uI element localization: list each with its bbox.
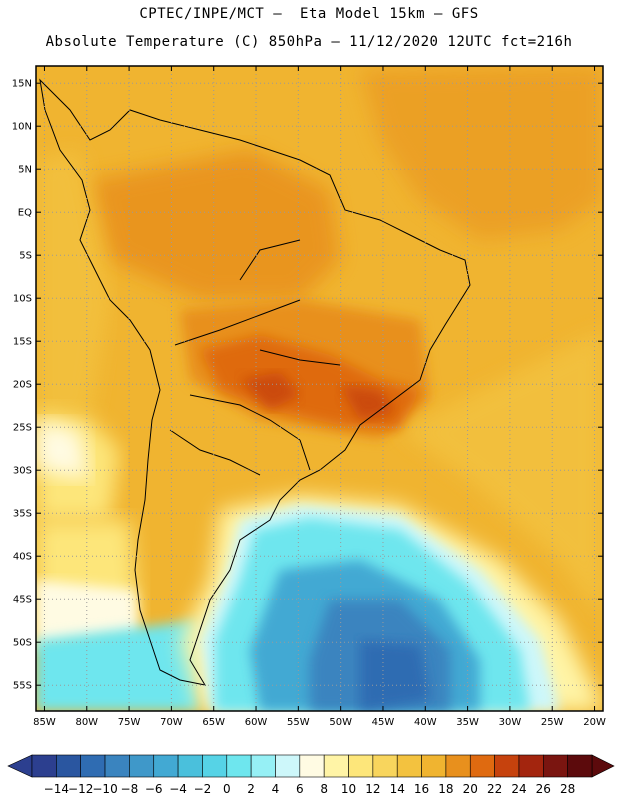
lat-tick-label: EQ <box>18 208 32 219</box>
colorbar-label: 0 <box>223 782 231 796</box>
colorbar-label: 4 <box>272 782 280 796</box>
colorbar-swatch <box>348 754 374 778</box>
lat-tick-label: 15N <box>12 79 32 90</box>
lon-tick-label: 45W <box>372 717 395 728</box>
colorbar-label: 6 <box>296 782 304 796</box>
colorbar-swatch <box>299 754 325 778</box>
lon-tick-label: 60W <box>245 717 268 728</box>
colorbar-label: 18 <box>438 782 453 796</box>
lon-tick-label: 25W <box>541 717 564 728</box>
lat-tick-label: 50S <box>13 638 32 649</box>
colorbar-arrow-left <box>7 754 33 778</box>
colorbar-label: 24 <box>511 782 526 796</box>
colorbar-label: 14 <box>390 782 405 796</box>
colorbar-swatch <box>129 754 155 778</box>
coastline <box>39 78 471 686</box>
colorbar-swatch <box>202 754 228 778</box>
colorbar-swatch <box>567 754 593 778</box>
colorbar-label: 28 <box>560 782 575 796</box>
lon-tick-label: 75W <box>118 717 141 728</box>
colorbar-swatch <box>226 754 252 778</box>
colorbar-label: −8 <box>121 782 139 796</box>
lon-tick-label: 85W <box>33 717 56 728</box>
lon-tick-label: 50W <box>329 717 352 728</box>
colorbar-swatch <box>518 754 544 778</box>
colorbar-label: −14 <box>44 782 69 796</box>
colorbar-label: −12 <box>68 782 93 796</box>
colorbar-swatch <box>421 754 447 778</box>
map-frame <box>35 65 604 712</box>
colorbar-swatch <box>80 754 106 778</box>
lat-tick-label: 10N <box>12 122 32 133</box>
lat-tick-label: 40S <box>13 552 32 563</box>
colorbar-label: 10 <box>341 782 356 796</box>
colorbar-swatch <box>372 754 398 778</box>
colorbar-swatch <box>396 754 422 778</box>
colorbar-swatch <box>494 754 520 778</box>
colorbar-swatch <box>250 754 276 778</box>
colorbar-swatch <box>31 754 57 778</box>
lon-tick-label: 40W <box>414 717 437 728</box>
colorbar-swatch <box>104 754 130 778</box>
lat-tick-label: 30S <box>13 466 32 477</box>
colorbar-swatch <box>56 754 81 778</box>
colorbar-swatch <box>445 754 471 778</box>
lon-tick-label: 20W <box>583 717 606 728</box>
colorbar-label: 12 <box>365 782 380 796</box>
colorbar-swatch <box>153 754 179 778</box>
map-title: CPTEC/INPE/MCT – Eta Model 15km – GFS <box>139 6 479 22</box>
lat-tick-label: 20S <box>13 380 32 391</box>
colorbar-label: −6 <box>145 782 163 796</box>
colorbar-label: 22 <box>487 782 502 796</box>
colorbar-arrow-right <box>591 754 615 778</box>
colorbar: −14 −12 −10 −8 −6 −4 −2 0 2 4 6 8 10 12 14 16 18 20 22 24 26… <box>7 754 615 796</box>
lat-tick-label: 10S <box>13 294 32 305</box>
gridlines <box>36 66 603 711</box>
colorbar-swatch <box>323 754 349 778</box>
longitude-axis: 85W 80W 75W 70W 65W 60W 55W 50W 45W 40W 35W 30W 25W 2… <box>33 66 606 728</box>
lat-tick-label: 35S <box>13 509 32 520</box>
colorbar-swatch <box>177 754 203 778</box>
colorbar-label: 16 <box>414 782 429 796</box>
colorbar-label: −10 <box>92 782 117 796</box>
colorbar-swatch <box>469 754 495 778</box>
colorbar-label: 20 <box>463 782 478 796</box>
colorbar-swatch <box>275 754 301 778</box>
temperature-field <box>36 66 603 711</box>
lat-tick-label: 5S <box>19 251 32 262</box>
lat-tick-label: 55S <box>13 681 32 692</box>
lat-tick-label: 5N <box>18 165 32 176</box>
colorbar-swatch <box>543 754 568 778</box>
lat-tick-label: 25S <box>13 423 32 434</box>
colorbar-label: 8 <box>320 782 328 796</box>
map-subtitle: Absolute Temperature (C) 850hPa – 11/12/… <box>45 34 573 50</box>
lon-tick-label: 35W <box>456 717 479 728</box>
colorbar-label: −4 <box>169 782 187 796</box>
colorbar-label: 26 <box>536 782 551 796</box>
lat-tick-label: 45S <box>13 595 32 606</box>
lon-tick-label: 55W <box>287 717 310 728</box>
colorbar-label: −2 <box>194 782 212 796</box>
lon-tick-label: 80W <box>75 717 98 728</box>
lat-tick-label: 15S <box>13 337 32 348</box>
lon-tick-label: 65W <box>202 717 225 728</box>
lon-tick-label: 30W <box>499 717 522 728</box>
lon-tick-label: 70W <box>160 717 183 728</box>
latitude-axis: 15N 10N 5N EQ 5S 10S 15S 20S 25S 30S 35S 40S 45S 50S 5… <box>12 79 603 692</box>
colorbar-label: 2 <box>247 782 255 796</box>
